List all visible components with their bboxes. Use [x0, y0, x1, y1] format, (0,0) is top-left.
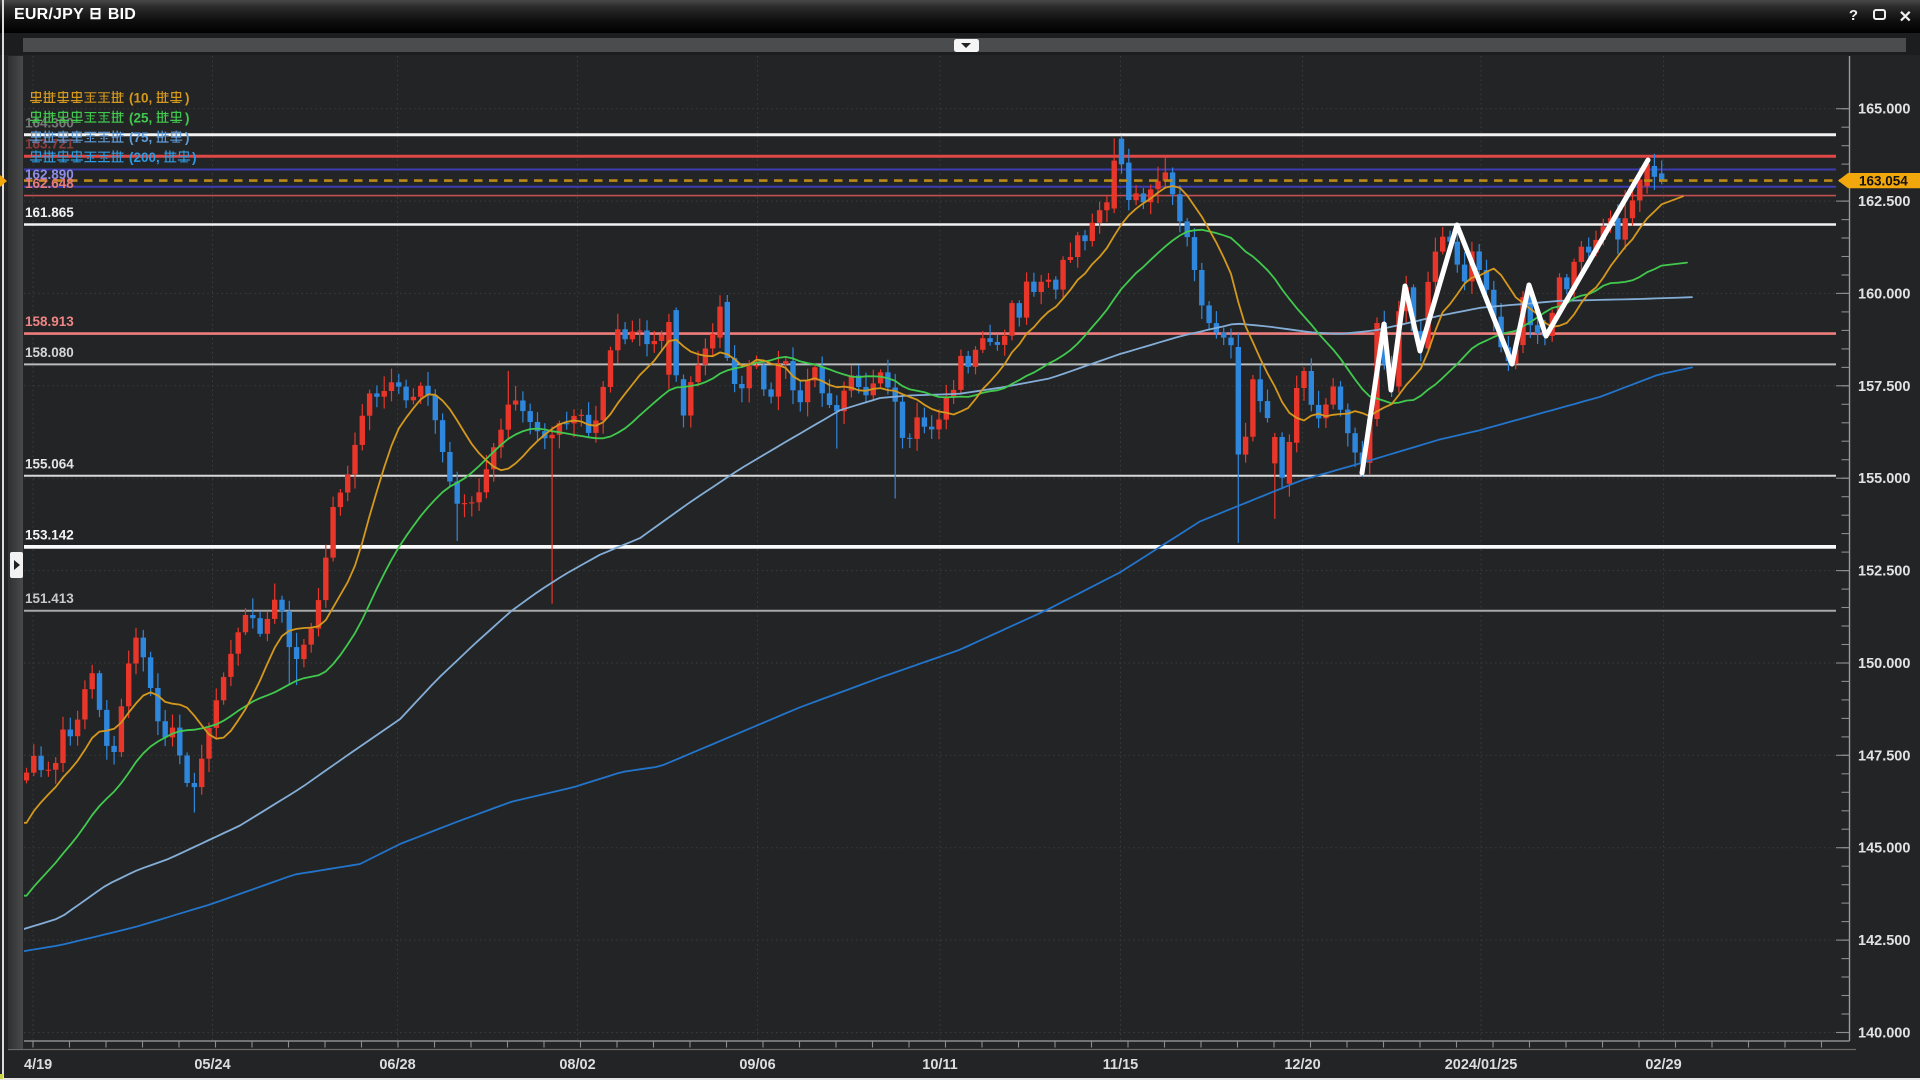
svg-text:160.000: 160.000	[1858, 286, 1910, 302]
svg-text:162.648: 162.648	[25, 176, 74, 191]
svg-text:): )	[192, 150, 197, 165]
svg-text:162.500: 162.500	[1858, 194, 1910, 210]
svg-text:153.142: 153.142	[25, 527, 74, 542]
svg-text:08/02: 08/02	[559, 1057, 595, 1073]
svg-text:11/15: 11/15	[1103, 1057, 1139, 1073]
svg-text:): )	[185, 91, 190, 106]
svg-text:): )	[185, 130, 190, 145]
svg-text:161.865: 161.865	[25, 205, 74, 220]
svg-text:06/28: 06/28	[379, 1057, 415, 1073]
svg-text:163.054: 163.054	[1859, 174, 1908, 189]
svg-text:05/24: 05/24	[194, 1057, 230, 1073]
svg-text:(10,: (10,	[129, 91, 152, 106]
svg-text:140.000: 140.000	[1858, 1026, 1910, 1042]
svg-text:150.000: 150.000	[1858, 656, 1910, 672]
svg-text:158.080: 158.080	[25, 345, 74, 360]
svg-text:155.000: 155.000	[1858, 471, 1910, 487]
svg-text:155.064: 155.064	[25, 456, 74, 471]
svg-text:4/19: 4/19	[24, 1057, 52, 1073]
svg-text:02/29: 02/29	[1645, 1057, 1681, 1073]
svg-text:): )	[185, 110, 190, 125]
svg-text:152.500: 152.500	[1858, 564, 1910, 580]
svg-text:10/11: 10/11	[922, 1057, 958, 1073]
svg-text:09/06: 09/06	[739, 1057, 775, 1073]
svg-text:157.500: 157.500	[1858, 379, 1910, 395]
svg-text:(200,: (200,	[129, 150, 160, 165]
svg-text:151.413: 151.413	[25, 591, 74, 606]
svg-text:(75,: (75,	[129, 130, 152, 145]
svg-text:2024/01/25: 2024/01/25	[1445, 1057, 1518, 1073]
svg-text:12/20: 12/20	[1284, 1057, 1320, 1073]
svg-text:165.000: 165.000	[1858, 102, 1910, 118]
svg-text:(25,: (25,	[129, 110, 152, 125]
svg-text:158.913: 158.913	[25, 314, 74, 329]
svg-text:147.500: 147.500	[1858, 748, 1910, 764]
svg-text:142.500: 142.500	[1858, 933, 1910, 949]
svg-text:162.890: 162.890	[25, 167, 74, 182]
svg-text:145.000: 145.000	[1858, 841, 1910, 857]
